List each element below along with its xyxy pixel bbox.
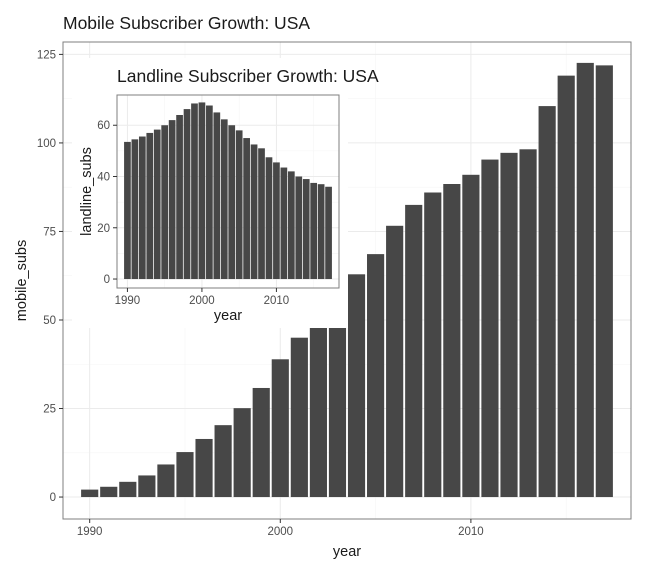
bar-2008 xyxy=(424,192,442,498)
bar-2014 xyxy=(302,179,310,280)
x-tick-label: 2010 xyxy=(458,526,484,538)
x-axis-title: year xyxy=(214,308,242,324)
bar-2009 xyxy=(265,157,273,280)
bar-2001 xyxy=(290,337,308,498)
bar-2015 xyxy=(310,182,318,280)
x-tick-label: 2010 xyxy=(264,295,290,307)
bar-1996 xyxy=(195,438,213,498)
bar-2010 xyxy=(273,162,280,280)
bar-1997 xyxy=(214,425,232,498)
y-tick-label: 50 xyxy=(43,315,56,327)
bar-2008 xyxy=(258,148,265,280)
chart-title: Landline Subscriber Growth: USA xyxy=(117,66,379,86)
bar-1998 xyxy=(183,109,191,280)
y-tick-label: 60 xyxy=(97,120,110,132)
bar-2009 xyxy=(443,184,461,498)
bar-1999 xyxy=(191,103,198,280)
bar-2017 xyxy=(595,65,613,498)
bar-2000 xyxy=(271,359,289,498)
bar-2011 xyxy=(280,167,288,280)
bar-2014 xyxy=(538,106,556,498)
bar-2012 xyxy=(287,171,295,280)
bar-2007 xyxy=(405,204,423,498)
y-tick-label: 20 xyxy=(97,223,110,235)
bar-2012 xyxy=(500,152,518,498)
bar-1990 xyxy=(81,489,99,498)
y-tick-label: 25 xyxy=(43,404,56,416)
bar-2003 xyxy=(328,327,347,498)
bar-2006 xyxy=(386,225,404,498)
bar-2002 xyxy=(213,112,221,280)
bar-2013 xyxy=(519,149,537,498)
bar-2004 xyxy=(347,274,366,498)
bar-1991 xyxy=(100,486,118,498)
y-tick-label: 125 xyxy=(37,49,56,61)
bar-2002 xyxy=(309,327,327,498)
bar-1998 xyxy=(233,408,251,498)
bar-1995 xyxy=(176,452,194,498)
bar-2005 xyxy=(235,130,243,280)
bar-2011 xyxy=(481,159,499,498)
bar-2001 xyxy=(206,105,213,280)
bar-2016 xyxy=(576,62,594,498)
x-tick-label: 2000 xyxy=(267,526,293,538)
bar-1992 xyxy=(138,136,146,280)
bar-1993 xyxy=(138,475,156,498)
bar-2007 xyxy=(250,144,258,280)
x-axis-title: year xyxy=(333,544,361,560)
panel-border xyxy=(116,94,340,289)
bar-1994 xyxy=(153,129,161,280)
panel-border xyxy=(62,41,632,520)
y-axis-title: mobile_subs xyxy=(14,240,30,321)
y-tick-label: 100 xyxy=(37,138,56,150)
bar-2017 xyxy=(325,186,332,280)
bar-2013 xyxy=(295,176,303,280)
y-tick-label: 40 xyxy=(97,172,110,184)
bar-2004 xyxy=(228,125,236,280)
y-tick-label: 0 xyxy=(50,492,56,504)
bar-1997 xyxy=(176,114,183,280)
inset-chart: 1990 2000 2010 0 20 40 60 Landline Subscriber G… xyxy=(72,58,379,328)
bar-1992 xyxy=(119,481,137,498)
x-tick-label: 1990 xyxy=(77,526,103,538)
x-tick-label: 1990 xyxy=(115,295,141,307)
bar-2000 xyxy=(198,102,206,280)
bar-1996 xyxy=(168,120,176,280)
bar-1994 xyxy=(157,464,175,498)
bar-2006 xyxy=(243,138,250,280)
x-tick-label: 2000 xyxy=(189,295,215,307)
bar-2005 xyxy=(367,254,385,498)
bar-2016 xyxy=(317,184,325,280)
bar-2015 xyxy=(557,75,575,498)
chart-title: Mobile Subscriber Growth: USA xyxy=(63,13,310,33)
bar-2003 xyxy=(220,119,228,280)
y-tick-label: 0 xyxy=(104,274,110,286)
bar-1991 xyxy=(131,139,139,280)
bar-2010 xyxy=(462,174,480,498)
y-axis-title: landline_subs xyxy=(79,147,95,236)
bar-1990 xyxy=(124,141,131,280)
bar-1999 xyxy=(252,387,270,498)
bar-1993 xyxy=(146,132,154,280)
bar-1995 xyxy=(161,125,169,280)
y-tick-label: 75 xyxy=(43,226,56,238)
